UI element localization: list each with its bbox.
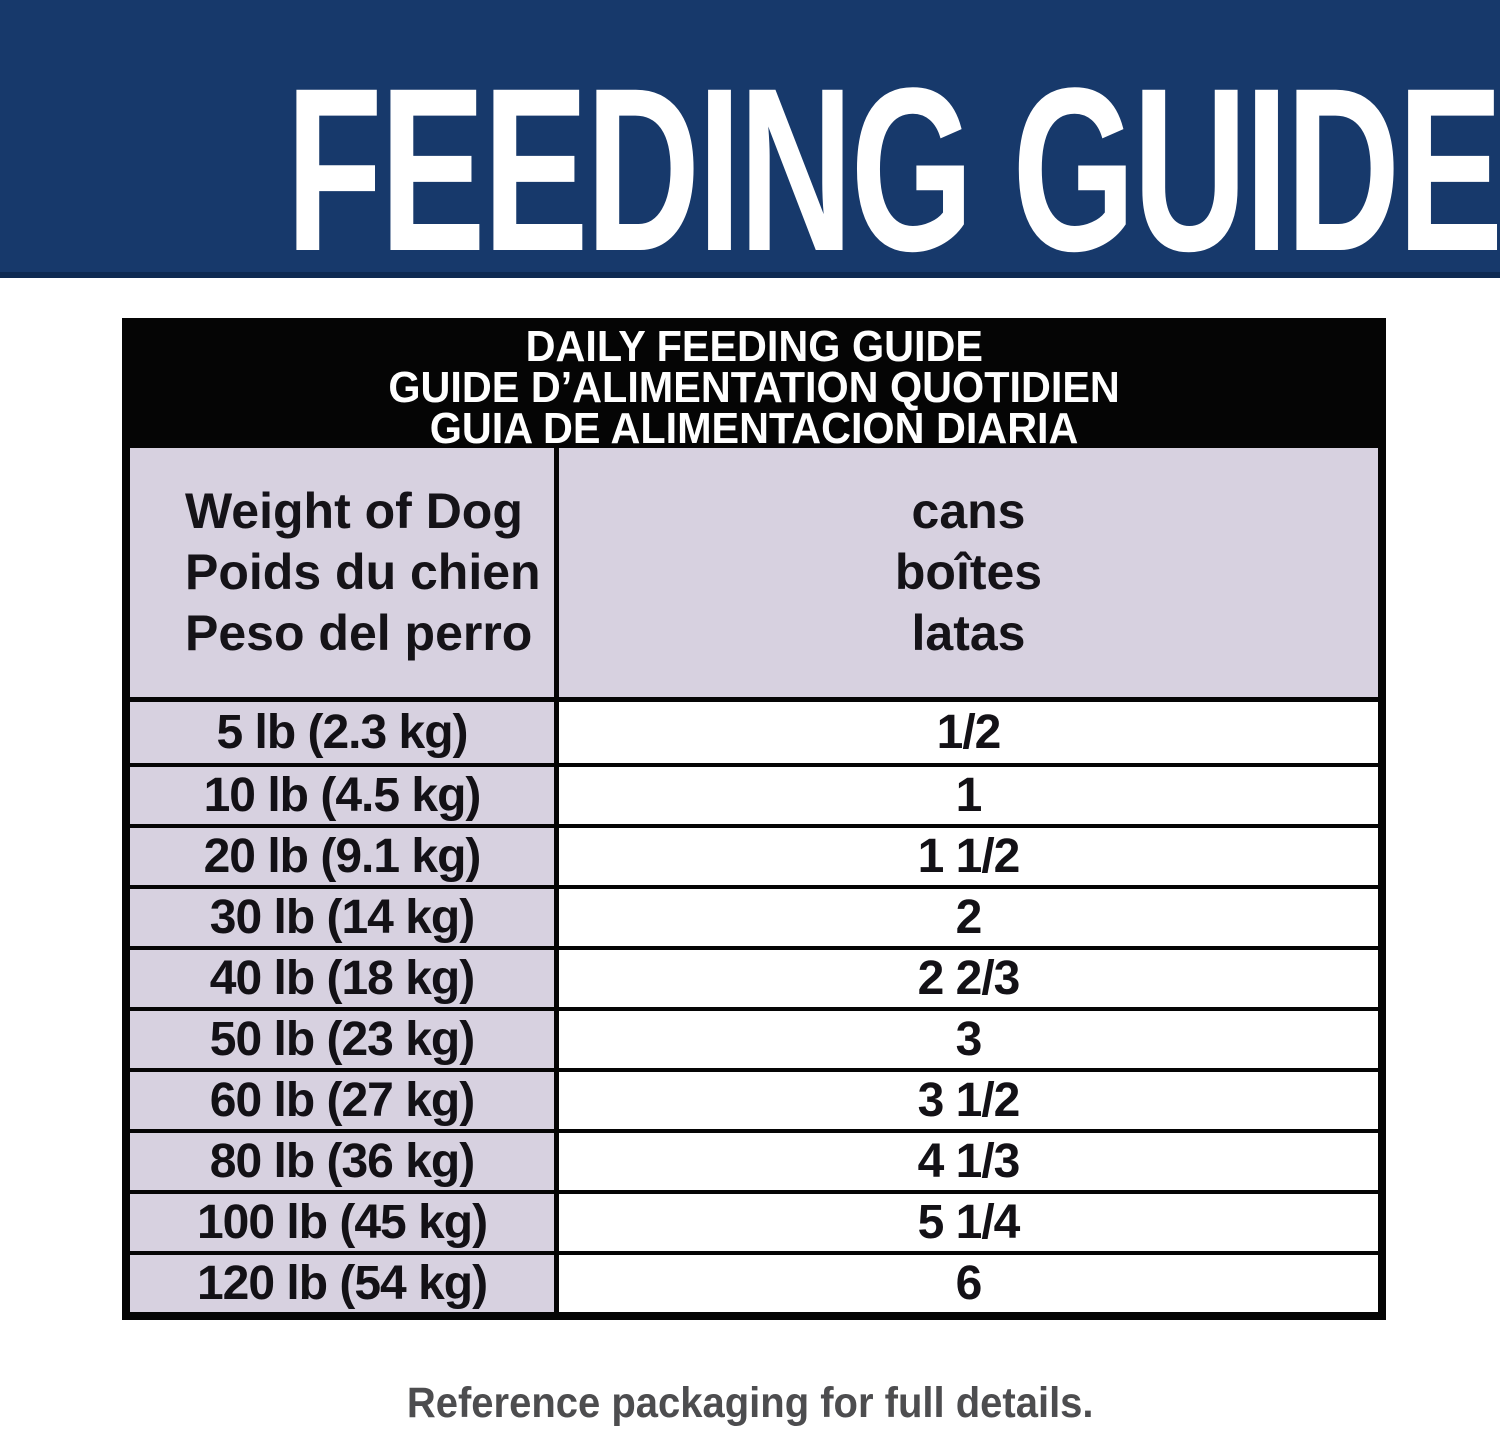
table-title-en: DAILY FEEDING GUIDE (525, 321, 983, 371)
table-row: 50 lb (23 kg) 3 (130, 1007, 1378, 1068)
cans-cell: 2 (559, 889, 1378, 946)
footer-note-text: Reference packaging for full details. (406, 1379, 1094, 1427)
column-header-row: Weight of Dog Poids du chien Peso del pe… (130, 448, 1378, 702)
weight-value: 40 lb (18 kg) (209, 952, 475, 1005)
weight-cell: 40 lb (18 kg) (130, 950, 559, 1007)
table-row: 30 lb (14 kg) 2 (130, 885, 1378, 946)
cans-cell: 4 1/3 (559, 1133, 1378, 1190)
weight-cell: 100 lb (45 kg) (130, 1194, 559, 1251)
cans-value: 2 (955, 891, 983, 944)
table-row: 10 lb (4.5 kg) 1 (130, 763, 1378, 824)
cans-cell: 3 1/2 (559, 1072, 1378, 1129)
cans-value: 4 1/3 (917, 1135, 1021, 1188)
cans-value: 3 1/2 (917, 1074, 1021, 1127)
weight-value: 100 lb (45 kg) (196, 1196, 488, 1249)
weight-cell: 120 lb (54 kg) (130, 1255, 559, 1312)
weight-value: 50 lb (23 kg) (209, 1013, 475, 1066)
cans-value: 6 (955, 1257, 983, 1310)
cans-header-en: cans (911, 483, 1026, 539)
table-row: 20 lb (9.1 kg) 1 1/2 (130, 824, 1378, 885)
cans-value: 1 1/2 (917, 830, 1021, 883)
cans-value: 3 (955, 1013, 983, 1066)
cans-cell: 2 2/3 (559, 950, 1378, 1007)
table-row: 80 lb (36 kg) 4 1/3 (130, 1129, 1378, 1190)
footer-note: Reference packaging for full details. (0, 1378, 1500, 1428)
cans-value: 1 (955, 769, 983, 822)
weight-value: 20 lb (9.1 kg) (203, 830, 482, 883)
cans-cell: 1 (559, 767, 1378, 824)
cans-cell: 5 1/4 (559, 1194, 1378, 1251)
table-title-fr: GUIDE D’ALIMENTATION QUOTIDIEN (388, 362, 1120, 412)
banner-title: FEEDING GUIDE (285, 40, 1500, 300)
table-row: 5 lb (2.3 kg) 1/2 (130, 702, 1378, 763)
cans-cell: 1/2 (559, 702, 1378, 763)
weight-column-header: Weight of Dog Poids du chien Peso del pe… (130, 448, 559, 697)
feeding-guide-banner: FEEDING GUIDE (0, 0, 1500, 287)
table-title-es: GUIA DE ALIMENTACION DIARIA (429, 403, 1079, 453)
cans-value: 1/2 (936, 706, 1002, 759)
table-row: 100 lb (45 kg) 5 1/4 (130, 1190, 1378, 1251)
cans-header-fr: boîtes (894, 544, 1043, 600)
table-row: 120 lb (54 kg) 6 (130, 1251, 1378, 1312)
cans-value: 5 1/4 (917, 1196, 1021, 1249)
banner-title-wrap: FEEDING GUIDE (0, 54, 1500, 287)
daily-feeding-guide-table: DAILY FEEDING GUIDE GUIDE D’ALIMENTATION… (122, 318, 1386, 1320)
weight-value: 5 lb (2.3 kg) (216, 706, 468, 759)
weight-header-es: Peso del perro (185, 605, 533, 661)
weight-cell: 5 lb (2.3 kg) (130, 702, 559, 763)
weight-value: 120 lb (54 kg) (196, 1257, 488, 1310)
weight-cell: 10 lb (4.5 kg) (130, 767, 559, 824)
cans-column-header: cans boîtes latas (559, 448, 1378, 697)
table-body: 5 lb (2.3 kg) 1/2 10 lb (4.5 kg) 1 20 lb… (130, 702, 1378, 1312)
table-title-band: DAILY FEEDING GUIDE GUIDE D’ALIMENTATION… (130, 321, 1378, 453)
weight-cell: 20 lb (9.1 kg) (130, 828, 559, 885)
table-row: 60 lb (27 kg) 3 1/2 (130, 1068, 1378, 1129)
weight-value: 80 lb (36 kg) (209, 1135, 475, 1188)
weight-value: 30 lb (14 kg) (209, 891, 475, 944)
weight-cell: 50 lb (23 kg) (130, 1011, 559, 1068)
table-row: 40 lb (18 kg) 2 2/3 (130, 946, 1378, 1007)
cans-value: 2 2/3 (917, 952, 1021, 1005)
cans-cell: 6 (559, 1255, 1378, 1312)
weight-value: 60 lb (27 kg) (209, 1074, 475, 1127)
cans-cell: 1 1/2 (559, 828, 1378, 885)
weight-value: 10 lb (4.5 kg) (203, 769, 482, 822)
cans-cell: 3 (559, 1011, 1378, 1068)
weight-header-en: Weight of Dog (185, 483, 523, 539)
cans-header-es: latas (911, 605, 1026, 661)
weight-cell: 80 lb (36 kg) (130, 1133, 559, 1190)
weight-cell: 60 lb (27 kg) (130, 1072, 559, 1129)
weight-header-fr: Poids du chien (185, 544, 541, 600)
weight-cell: 30 lb (14 kg) (130, 889, 559, 946)
